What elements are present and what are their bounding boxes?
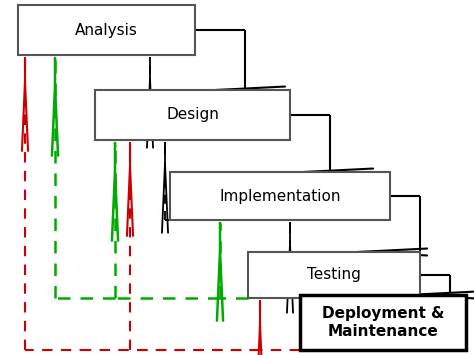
Bar <box>95 90 290 140</box>
Text: Implementation: Implementation <box>219 189 341 203</box>
Text: Deployment &
Maintenance: Deployment & Maintenance <box>322 306 444 339</box>
Text: Analysis: Analysis <box>75 22 138 38</box>
Bar <box>18 5 195 55</box>
Bar <box>170 172 390 220</box>
Text: Testing: Testing <box>307 268 361 283</box>
Bar <box>248 252 420 298</box>
Bar <box>300 295 466 350</box>
Text: Design: Design <box>166 108 219 122</box>
